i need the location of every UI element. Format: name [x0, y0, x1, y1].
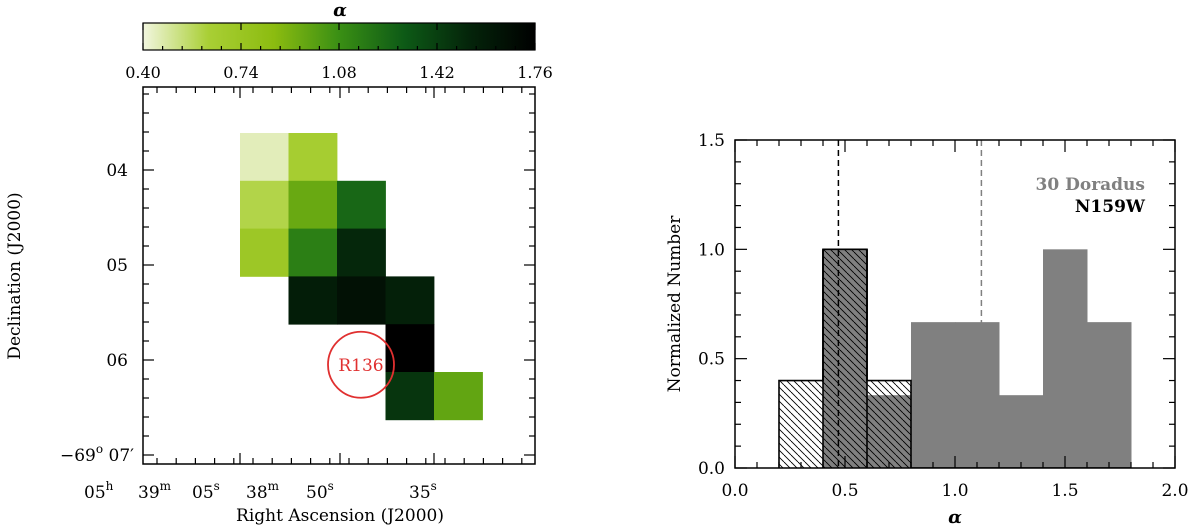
- hist-x-tick-label: 0.5: [831, 481, 858, 501]
- map-cell: [240, 180, 289, 229]
- map-cell: [288, 133, 338, 182]
- hist-x-tick-label: 1.0: [941, 481, 968, 501]
- map-ticks: [143, 87, 535, 464]
- map-cell: [288, 276, 338, 325]
- map-cell: [288, 228, 338, 277]
- ra-tick-label-ra-05h: 05h: [84, 479, 114, 503]
- r136-label: R136: [338, 356, 383, 376]
- map-cell: [434, 372, 483, 421]
- hist-x-tick-label: 2.0: [1161, 481, 1188, 501]
- map-cells: [240, 133, 483, 421]
- map-cell: [385, 276, 435, 325]
- map-cell: [240, 133, 289, 182]
- ra-tick-labels: 05h 39m 05s 38m 50s 35s: [84, 479, 437, 503]
- r136-circle: [327, 330, 395, 399]
- colorbar-ticks: [142, 23, 536, 50]
- map-cell: [337, 180, 386, 229]
- ra-tick-label-ra-38m: 38m: [246, 479, 280, 503]
- r136-annotation: R136: [327, 330, 395, 399]
- hist-y-tick-label: 1.0: [698, 240, 725, 260]
- colorbar-tick-label: 1.08: [321, 63, 357, 82]
- bar-n159w: [823, 249, 867, 468]
- ra-axis-label: Right Ascension (J2000): [236, 506, 444, 526]
- alpha-map: R136 04 05 06 −69o 07′ 05h 39m 05s 38m 50s 35s R…: [5, 86, 536, 526]
- histogram-y-tick-labels: 0.0 0.5 1.0 1.5: [698, 131, 725, 479]
- colorbar-tick-label: 0.74: [223, 63, 259, 82]
- map-cell: [240, 228, 289, 277]
- histogram: 0.0 0.5 1.0 1.5 2.0 0.0 0.5 1.0 1.5 α Normalize…: [665, 131, 1189, 528]
- colorbar-label: α: [333, 0, 347, 21]
- bar-n159w: [779, 380, 823, 468]
- bar-30-doradus: [1087, 322, 1132, 468]
- histogram-ticks: [734, 139, 1176, 469]
- histogram-bars: [778, 248, 1132, 468]
- hist-y-tick-label: 0.0: [698, 459, 725, 479]
- dec-tick-label: 05: [106, 256, 128, 276]
- hist-x-tick-label: 0.0: [721, 481, 748, 501]
- histogram-x-axis-label: α: [948, 507, 962, 528]
- bar-30-doradus: [999, 395, 1044, 468]
- colorbar: α 0.40 0.74 1.08 1.42 1.76: [125, 0, 553, 82]
- map-cell: [385, 324, 435, 373]
- hist-x-tick-label: 1.5: [1051, 481, 1078, 501]
- map-cell: [337, 228, 386, 277]
- histogram-y-axis-label: Normalized Number: [665, 215, 685, 393]
- legend-n159w: N159W: [1075, 197, 1146, 217]
- colorbar-tick-label: 1.76: [517, 63, 553, 82]
- map-cell: [288, 180, 338, 229]
- dec-tick-label-bottom: −69o 07′: [60, 442, 134, 466]
- bar-30-doradus: [955, 322, 1000, 468]
- ra-tick-label-ra-39m: 39m: [138, 479, 172, 503]
- ra-tick-label-ra-05s: 05s: [192, 479, 220, 503]
- bar-30-doradus: [1043, 249, 1088, 468]
- colorbar-tick-label: 0.40: [125, 63, 161, 82]
- colorbar-tick-labels: 0.40 0.74 1.08 1.42 1.76: [125, 63, 553, 82]
- map-cell: [385, 372, 435, 421]
- legend-30-doradus: 30 Doradus: [1036, 175, 1145, 195]
- dec-axis-label: Declination (J2000): [5, 192, 25, 359]
- dec-tick-label: 06: [106, 351, 128, 371]
- bar-n159w: [867, 380, 911, 468]
- ra-tick-label-ra-50s: 50s: [306, 479, 334, 503]
- map-cell: [337, 276, 386, 325]
- hist-y-tick-label: 0.5: [698, 350, 725, 370]
- median-lines: [837, 140, 983, 468]
- map-frame: [142, 86, 536, 465]
- bar-30-doradus: [911, 322, 956, 468]
- dec-tick-labels: 04 05 06 −69o 07′: [60, 161, 134, 466]
- ra-tick-label-ra-35s: 35s: [409, 479, 437, 503]
- colorbar-tick-label: 1.42: [419, 63, 455, 82]
- hist-y-tick-label: 1.5: [698, 131, 725, 151]
- dec-tick-label: 04: [106, 161, 128, 181]
- histogram-x-tick-labels: 0.0 0.5 1.0 1.5 2.0: [721, 481, 1188, 501]
